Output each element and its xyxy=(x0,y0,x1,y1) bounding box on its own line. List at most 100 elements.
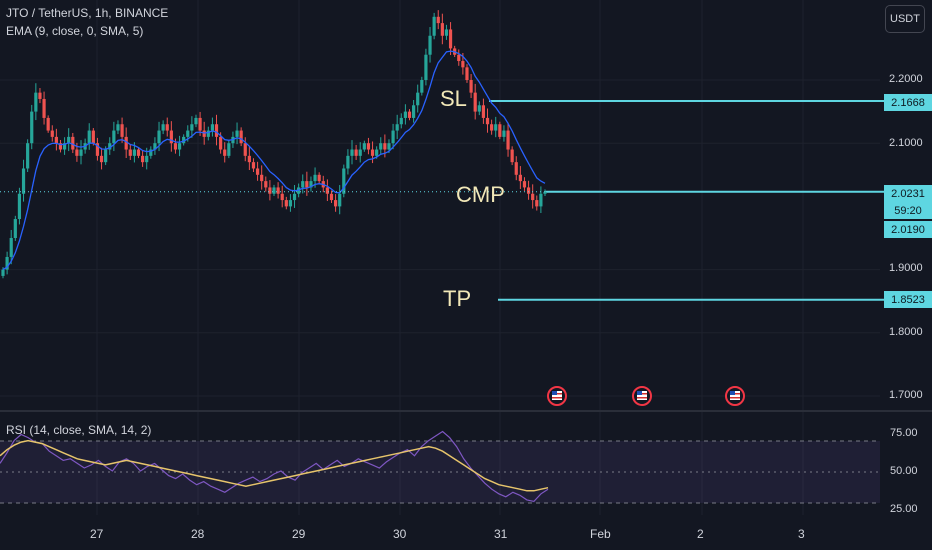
tp-price-tag: 1.8523 xyxy=(884,291,932,308)
candle-body xyxy=(494,124,498,131)
candle-body xyxy=(194,117,198,125)
x-tick-label: 27 xyxy=(90,527,104,541)
candle-body xyxy=(219,136,223,150)
candle-body xyxy=(325,187,329,194)
flag-field xyxy=(637,391,647,400)
candle-body xyxy=(136,149,141,156)
candle-body xyxy=(469,80,473,93)
candle-body xyxy=(71,136,75,150)
candle-body xyxy=(477,105,481,112)
candle-body xyxy=(177,143,182,150)
candle-body xyxy=(305,181,309,188)
candle-body xyxy=(395,124,399,131)
candle-body xyxy=(309,181,313,188)
rsi-legend[interactable]: RSI (14, close, SMA, 14, 2) xyxy=(6,423,152,437)
symbol-title[interactable]: JTO / TetherUS, 1h, BINANCE xyxy=(6,6,169,20)
candle-body xyxy=(95,143,100,156)
candle-body xyxy=(412,105,416,118)
candle-body xyxy=(284,200,288,207)
candle-body xyxy=(112,130,116,144)
x-tick-label: 2 xyxy=(697,527,704,541)
candle-body xyxy=(391,130,395,144)
flag-field xyxy=(552,391,562,400)
us-flag-event-icon xyxy=(547,386,567,406)
sl-annotation: SL xyxy=(440,86,467,111)
candle-body xyxy=(387,143,391,150)
candle-body xyxy=(91,130,95,144)
candle-body xyxy=(416,92,420,106)
candle-body xyxy=(502,130,506,137)
candle-body xyxy=(1,269,5,276)
currency-button[interactable]: USDT xyxy=(885,5,925,33)
candle-body xyxy=(149,149,153,156)
candle-body xyxy=(354,149,358,156)
sl-price-tag: 2.1668 xyxy=(884,94,932,111)
us-flag-event-icon xyxy=(632,386,652,406)
candle-body xyxy=(5,256,9,270)
cmp-annotation: CMP xyxy=(456,182,505,207)
flag-canton xyxy=(637,391,642,395)
ema-legend[interactable]: EMA (9, close, 0, SMA, 5) xyxy=(6,24,144,38)
y-tick-label: 2.1000 xyxy=(889,137,923,149)
candle-body xyxy=(338,193,342,207)
candle-body xyxy=(67,136,71,144)
y-tick-label: 2.2000 xyxy=(889,73,923,85)
candle-body xyxy=(280,193,284,201)
flag-stripe xyxy=(552,397,562,399)
y-tick-label: 1.8000 xyxy=(889,326,923,338)
candle-body xyxy=(255,168,260,175)
candle-body xyxy=(87,130,91,144)
level-lines xyxy=(489,99,884,301)
candle-body xyxy=(461,61,465,68)
event-flags xyxy=(547,386,745,406)
candle-body xyxy=(38,92,42,99)
candle-body xyxy=(403,111,407,118)
candle-body xyxy=(473,92,477,112)
candle-body xyxy=(108,143,112,150)
candle-body xyxy=(116,124,120,131)
candle-body xyxy=(157,130,161,144)
candle-body xyxy=(506,130,510,150)
candle-body xyxy=(333,200,338,207)
candle-body xyxy=(214,124,219,137)
candle-body xyxy=(535,200,539,207)
candle-body xyxy=(465,67,469,80)
candle-body xyxy=(145,155,149,163)
candle-body xyxy=(190,124,194,131)
candle-body xyxy=(531,193,535,201)
candle-body xyxy=(223,149,227,156)
rsi-line xyxy=(0,430,549,503)
candle-body xyxy=(54,136,58,144)
candle-body xyxy=(13,219,17,238)
candle-body xyxy=(424,54,428,80)
rsi-tick-label: 75.00 xyxy=(890,427,918,439)
low-price-tag: 2.0190 xyxy=(884,221,932,238)
candle-body xyxy=(268,187,272,194)
rsi-tick-label: 25.00 xyxy=(890,503,918,515)
rsi-tick-label: 50.00 xyxy=(890,465,918,477)
candle-body xyxy=(251,162,256,169)
candle-body xyxy=(510,149,514,163)
candle-body xyxy=(173,143,178,150)
candle-body xyxy=(58,143,63,150)
us-flag-event-icon xyxy=(725,386,745,406)
candle-body xyxy=(436,16,440,24)
candle-body xyxy=(292,193,297,201)
candle-body xyxy=(34,92,38,112)
candle-body xyxy=(132,149,136,156)
candle-body xyxy=(42,98,46,118)
candle-body xyxy=(539,193,543,207)
candle-body xyxy=(514,162,518,175)
candle-body xyxy=(366,143,371,150)
x-tick-label: 31 xyxy=(494,527,508,541)
x-tick-label: 3 xyxy=(798,527,805,541)
cmp-price-tag: 2.0231 xyxy=(884,185,932,202)
candle-body xyxy=(313,174,317,182)
candle-body xyxy=(247,155,251,163)
candle-body xyxy=(288,200,293,207)
candle-body xyxy=(141,155,145,163)
candles xyxy=(1,10,547,279)
candle-body xyxy=(17,193,22,220)
candle-body xyxy=(420,80,424,93)
